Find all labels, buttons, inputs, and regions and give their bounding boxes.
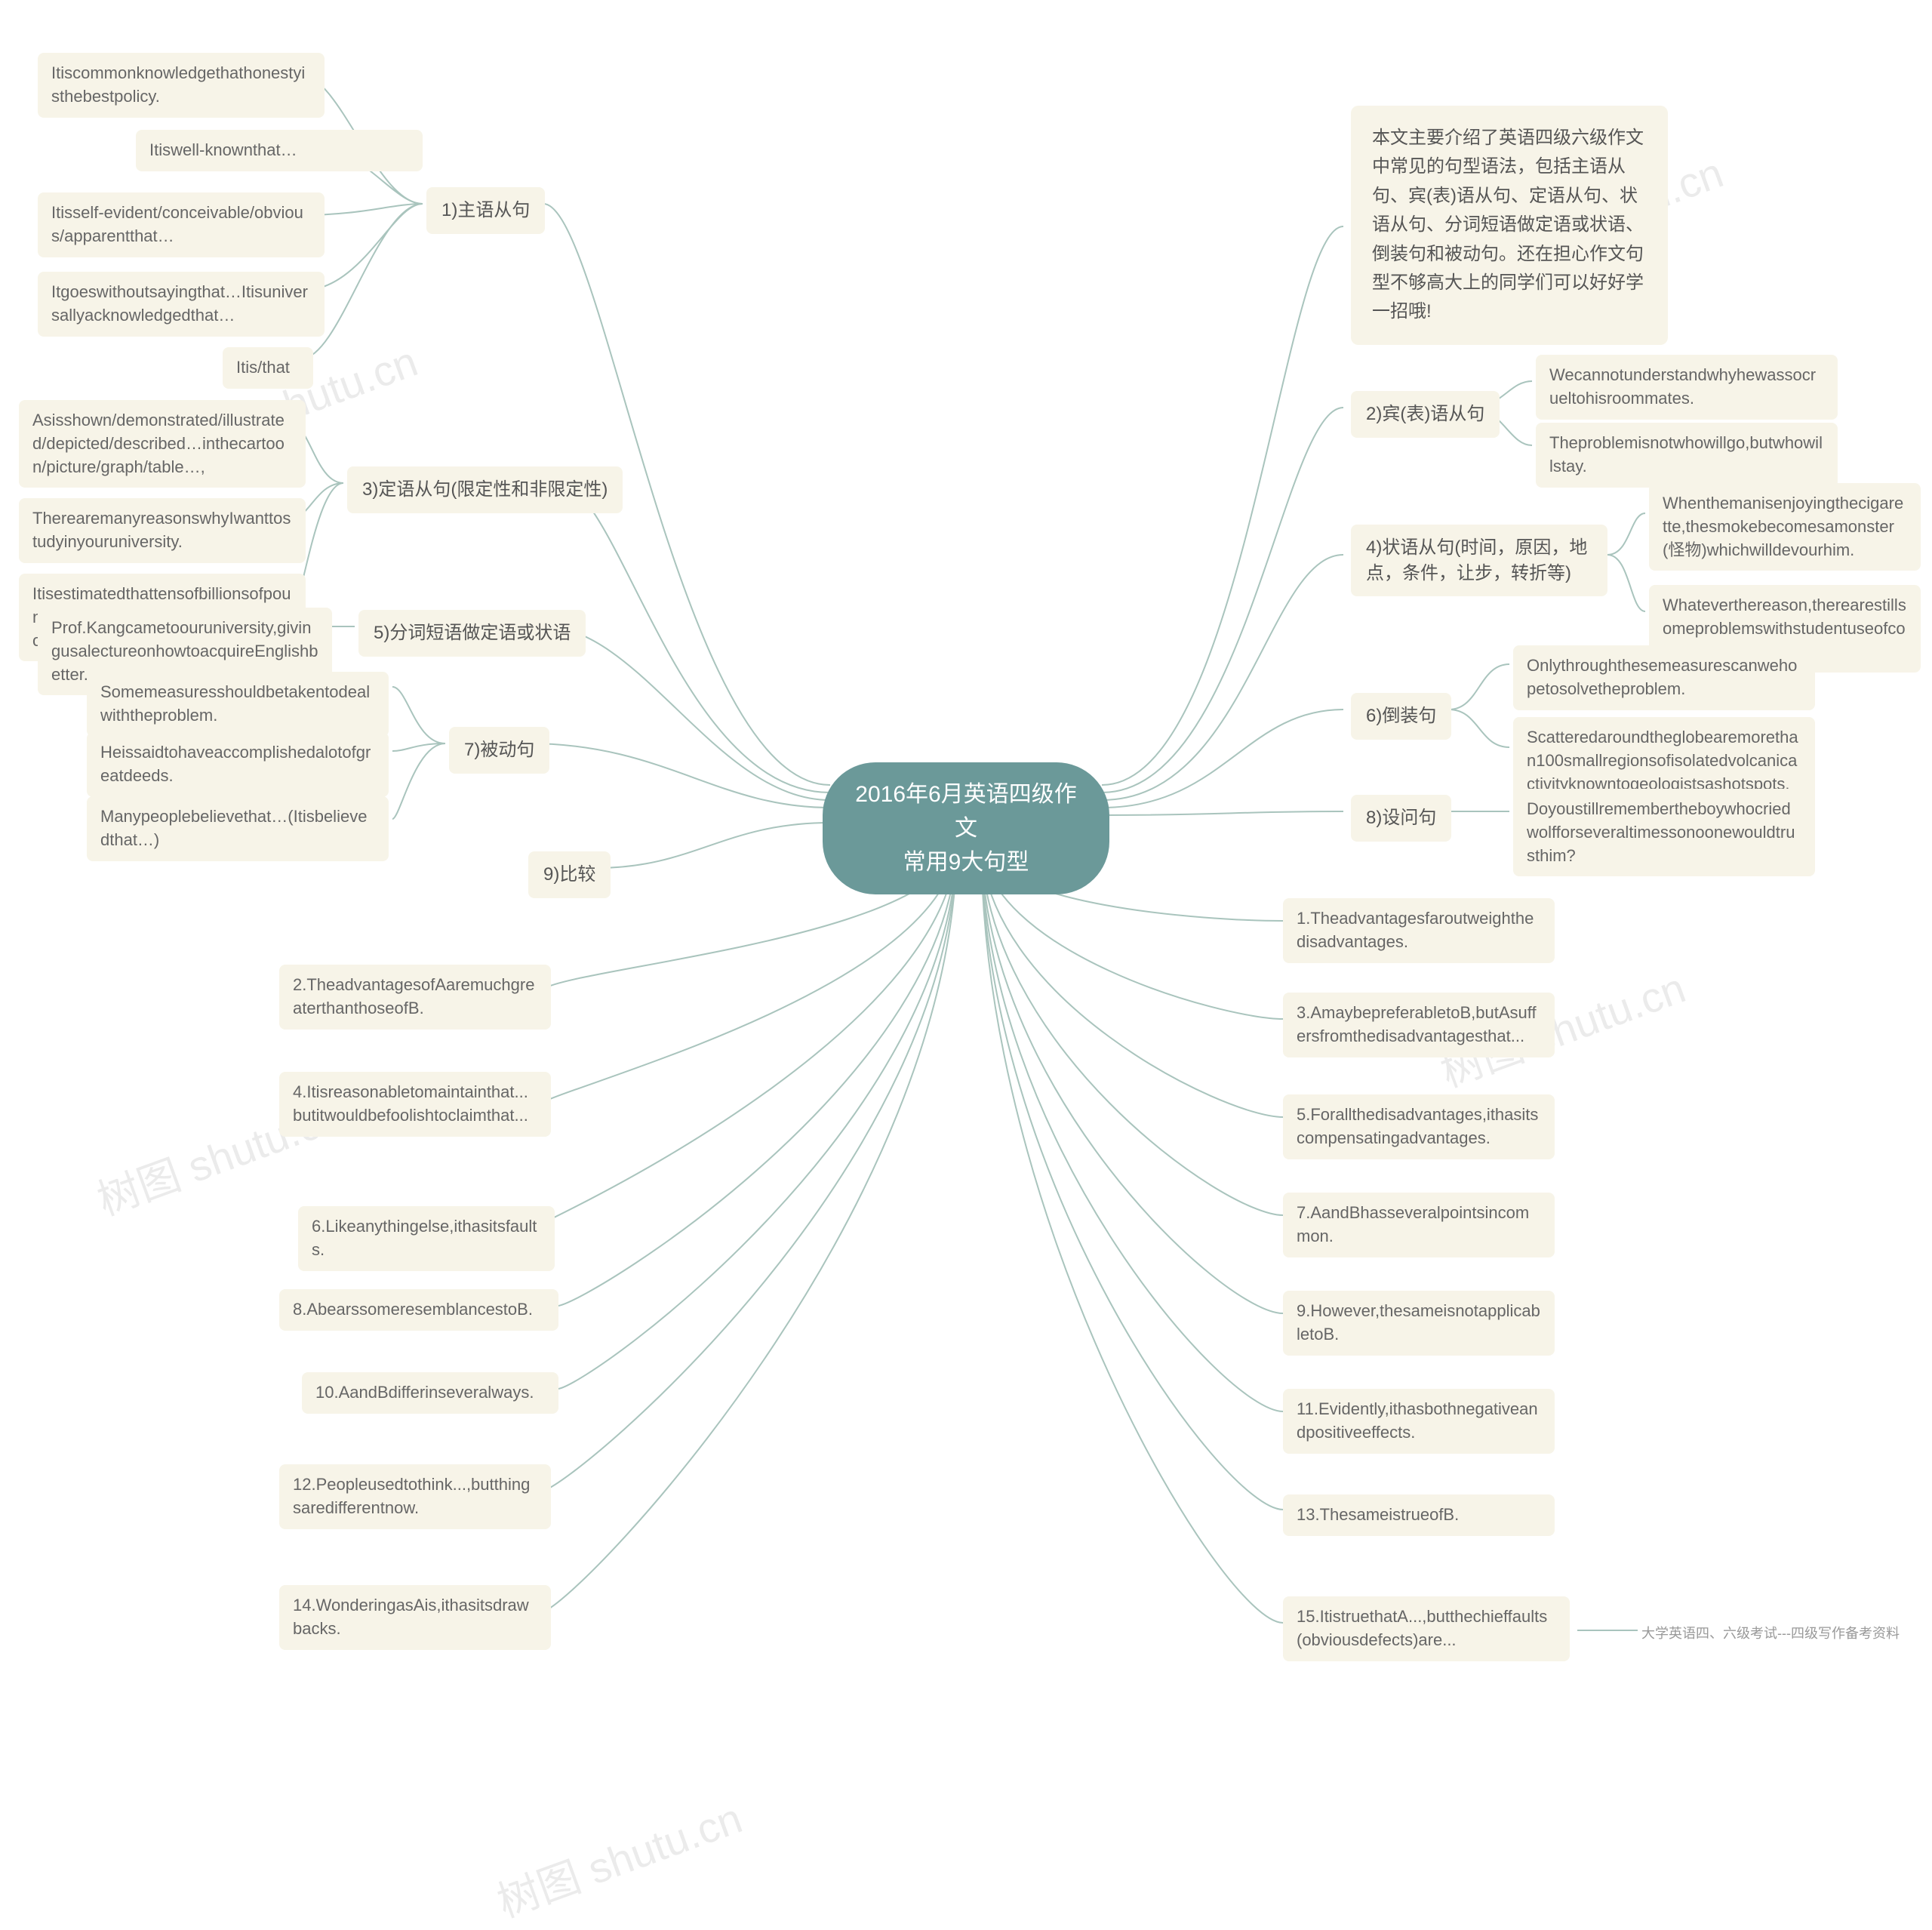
branch-3: 3)定语从句(限定性和非限定性) (347, 466, 623, 513)
branch-1-leaf-4: Itis/that (223, 347, 313, 389)
branch-8: 8)设问句 (1351, 795, 1451, 842)
branch-1-leaf-1: Itiswell-knownthat… (136, 130, 423, 171)
branch-6: 6)倒装句 (1351, 693, 1451, 740)
item-6: 6.Likeanythingelse,ithasitsfaults. (298, 1206, 555, 1271)
branch-2-leaf-1: Theproblemisnotwhowillgo,butwhowillstay. (1536, 423, 1838, 488)
item-10: 10.AandBdifferinseveralways. (302, 1372, 558, 1414)
center-topic: 2016年6月英语四级作文 常用9大句型 (823, 762, 1109, 894)
item-11: 11.Evidently,ithasbothnegativeandpositiv… (1283, 1389, 1555, 1454)
item-5: 5.Forallthedisadvantages,ithasitscompens… (1283, 1094, 1555, 1159)
branch-7-leaf-1: Heissaidtohaveaccomplishedalotofgreatdee… (87, 732, 389, 797)
branch-7-leaf-2: Manypeoplebelievethat…(Itisbelievedthat…… (87, 796, 389, 861)
branch-8-leaf-0: Doyoustillremembertheboywhocriedwolffors… (1513, 789, 1815, 876)
watermark: 树图 shutu.cn (488, 1784, 749, 1929)
item-9: 9.However,thesameisnotapplicabletoB. (1283, 1291, 1555, 1356)
footnote: 大学英语四、六级考试---四级写作备考资料 (1641, 1623, 1900, 1642)
branch-6-leaf-0: Onlythroughthesemeasurescanwehopetosolve… (1513, 645, 1815, 710)
branch-1-leaf-3: Itgoeswithoutsayingthat…Itisuniversallya… (38, 272, 325, 337)
center-line1: 2016年6月英语四级作文 (855, 782, 1076, 841)
item-13: 13.ThesameistrueofB. (1283, 1494, 1555, 1536)
branch-7: 7)被动句 (449, 727, 549, 774)
branch-1-leaf-2: Itisself-evident/conceivable/obvious/app… (38, 192, 325, 257)
item-7: 7.AandBhasseveralpointsincommon. (1283, 1193, 1555, 1257)
item-4: 4.Itisreasonabletomaintainthat...butitwo… (279, 1072, 551, 1137)
branch-2: 2)宾(表)语从句 (1351, 391, 1500, 438)
branch-1-leaf-0: Itiscommonknowledgethathonestyisthebestp… (38, 53, 325, 118)
branch-7-leaf-0: Somemeasuresshouldbetakentodealwiththepr… (87, 672, 389, 737)
item-8: 8.AbearssomeresemblancestoB. (279, 1289, 558, 1331)
item-1: 1.Theadvantagesfaroutweighthedisadvantag… (1283, 898, 1555, 963)
branch-5: 5)分词短语做定语或状语 (358, 610, 586, 657)
item-12: 12.Peopleusedtothink...,butthingsarediff… (279, 1464, 551, 1529)
branch-9: 9)比较 (528, 851, 611, 898)
intro-box: 本文主要介绍了英语四级六级作文中常见的句型语法，包括主语从句、宾(表)语从句、定… (1351, 106, 1668, 345)
branch-3-leaf-1: TherearemanyreasonswhyIwanttostudyinyour… (19, 498, 306, 563)
branch-3-leaf-0: Asisshown/demonstrated/illustrated/depic… (19, 400, 306, 488)
branch-4: 4)状语从句(时间，原因，地点，条件，让步，转折等) (1351, 525, 1607, 596)
branch-2-leaf-0: Wecannotunderstandwhyhewassocrueltohisro… (1536, 355, 1838, 420)
branch-4-leaf-0: Whenthemanisenjoyingthecigarette,thesmok… (1649, 483, 1921, 571)
item-2: 2.TheadvantagesofAaremuchgreaterthanthos… (279, 965, 551, 1030)
center-line2: 常用9大句型 (903, 850, 1029, 875)
item-15: 15.ItistruethatA...,butthechieffaults(ob… (1283, 1596, 1570, 1661)
item-3: 3.AmaybepreferabletoB,butAsuffersfromthe… (1283, 993, 1555, 1057)
item-14: 14.WonderingasAis,ithasitsdrawbacks. (279, 1585, 551, 1650)
branch-1: 1)主语从句 (426, 187, 545, 234)
